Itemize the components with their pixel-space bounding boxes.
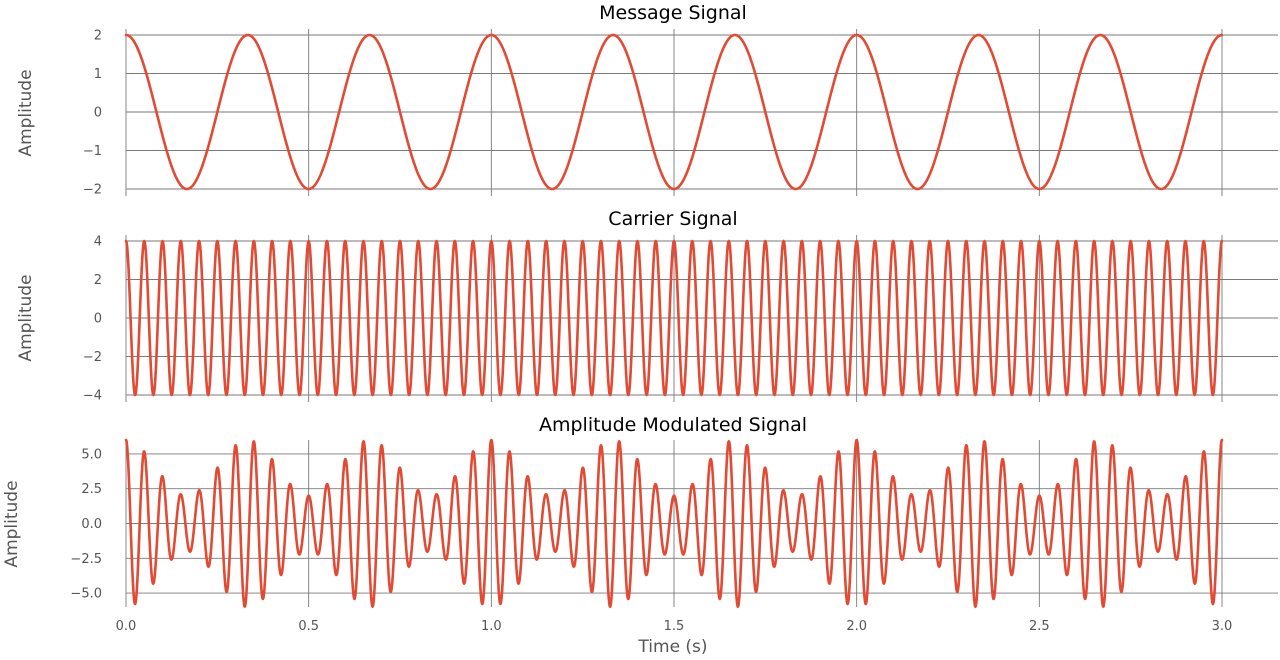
y-axis-label: Amplitude — [16, 274, 36, 361]
panel-message-signal: Message Signal Amplitude −2 −1 0 1 2 — [16, 2, 1278, 198]
panel-title: Amplitude Modulated Signal — [539, 414, 807, 436]
panel-am-signal: Amplitude Modulated Signal Amplitude Tim… — [2, 414, 1278, 657]
y-tick-label: −4 — [83, 389, 102, 404]
y-tick-label: 0.0 — [81, 517, 102, 532]
y-tick-label: 2.5 — [81, 482, 102, 497]
panel-title: Message Signal — [599, 2, 747, 24]
y-tick-label: 5.0 — [81, 447, 102, 462]
message-signal-line — [124, 33, 1224, 191]
y-tick-label: −2.5 — [70, 552, 102, 567]
y-tick-label: −2 — [83, 350, 102, 365]
y-tick-label: −5.0 — [70, 587, 102, 602]
carrier-signal-line — [124, 239, 1224, 397]
y-tick-label: 2 — [94, 29, 102, 44]
x-tick-label: 1.5 — [664, 619, 685, 634]
y-tick-label: 0 — [94, 106, 102, 121]
x-tick-label: 0.0 — [116, 619, 137, 634]
y-tick-label: −1 — [83, 144, 102, 159]
x-tick-label: 0.5 — [298, 619, 319, 634]
x-tick-label: 2.5 — [1029, 619, 1050, 634]
am-signal-line — [124, 438, 1224, 608]
x-tick-label: 2.0 — [846, 619, 867, 634]
panel-title: Carrier Signal — [608, 208, 737, 230]
y-tick-label: −2 — [83, 183, 102, 198]
y-tick-label: 0 — [94, 312, 102, 327]
y-tick-label: 4 — [94, 235, 102, 250]
x-tick-label: 1.0 — [481, 619, 502, 634]
panel-carrier-signal: Carrier Signal Amplitude −4 −2 0 2 4 — [16, 208, 1278, 404]
y-tick-label: 2 — [94, 273, 102, 288]
ticks: −4 −2 0 2 4 — [83, 235, 102, 404]
x-axis-label: Time (s) — [637, 637, 707, 657]
y-axis-label: Amplitude — [16, 69, 36, 156]
y-axis-label: Amplitude — [2, 480, 22, 567]
y-tick-label: 1 — [94, 67, 102, 82]
grid — [125, 29, 1278, 196]
ticks: −5.0 −2.5 0.0 2.5 5.0 0.0 0.5 1.0 1.5 2.0 2.5 3.0 — [70, 447, 1232, 634]
x-tick-label: 3.0 — [1212, 619, 1233, 634]
ticks: −2 −1 0 1 2 — [83, 29, 102, 198]
